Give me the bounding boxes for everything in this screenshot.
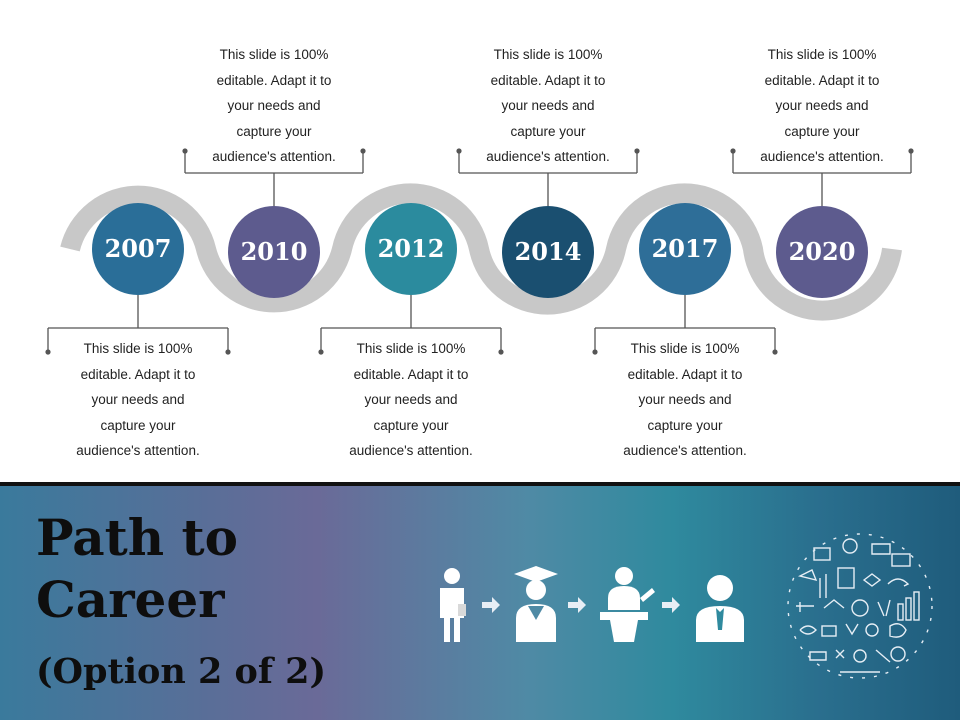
milestone-node-2007 (92, 203, 184, 295)
connector-dot (730, 148, 736, 154)
milestone-node-2020 (776, 206, 868, 298)
title-banner: Path to Career (Option 2 of 2) (0, 482, 960, 720)
note-line: audience's attention. (76, 443, 200, 458)
connector-lines (45, 148, 914, 355)
note-line: capture your (236, 123, 312, 139)
note-line: your needs and (364, 392, 458, 407)
connector-dot (908, 148, 914, 154)
note-line: capture your (510, 123, 586, 139)
milestone-node-2012 (365, 203, 457, 295)
note-line: audience's attention. (212, 149, 336, 164)
career-progression-icons (440, 566, 744, 642)
note-line: editable. Adapt it to (216, 72, 332, 88)
milestone-note-2007: This slide is 100% editable. Adapt it to y… (38, 336, 238, 464)
subtitle: (Option 2 of 2) (36, 651, 326, 692)
connector-dot (772, 349, 778, 355)
milestone-note-2012: This slide is 100% editable. Adapt it to y… (311, 336, 511, 464)
note-line: your needs and (775, 98, 869, 113)
milestone-year-2010: 2010 (241, 237, 308, 266)
connector-dot (45, 349, 51, 355)
note-line: editable. Adapt it to (80, 366, 196, 382)
connector-dot (498, 349, 504, 355)
note-line: audience's attention. (486, 149, 610, 164)
note-line: your needs and (227, 98, 321, 113)
note-line: This slide is 100% (356, 341, 466, 356)
milestone-note-2017: This slide is 100% editable. Adapt it to y… (585, 336, 785, 464)
note-line: This slide is 100% (83, 341, 193, 356)
note-line: your needs and (91, 392, 185, 407)
milestone-note-2014: This slide is 100% editable. Adapt it to y… (448, 42, 648, 170)
connector-dot (225, 349, 231, 355)
title-line-1: Path to (36, 508, 238, 567)
title-line-2: Career (36, 570, 225, 629)
milestone-nodes: 2007 2010 2012 2014 2017 2020 (92, 203, 868, 298)
milestone-year-2020: 2020 (789, 237, 856, 266)
note-line: editable. Adapt it to (627, 366, 743, 382)
milestone-node-2017 (639, 203, 731, 295)
note-line: editable. Adapt it to (764, 72, 880, 88)
note-line: capture your (647, 417, 723, 433)
connector-dot (318, 349, 324, 355)
career-timeline: 2007 2010 2012 2014 2017 2020 (45, 148, 914, 355)
milestone-year-2017: 2017 (652, 234, 719, 263)
note-line: capture your (100, 417, 176, 433)
milestone-year-2007: 2007 (105, 234, 172, 263)
connector-dot (592, 349, 598, 355)
note-line: This slide is 100% (767, 47, 877, 62)
arrow-icon (568, 597, 586, 613)
note-line: audience's attention. (760, 149, 884, 164)
milestone-year-2014: 2014 (515, 237, 582, 266)
timeline-track (60, 183, 902, 321)
education-doodle-circle-icon (787, 533, 933, 679)
graduate-icon (514, 566, 558, 642)
connector-dot (634, 148, 640, 154)
arrow-icon (482, 597, 500, 613)
speaker-at-podium-icon (600, 567, 655, 642)
note-line: audience's attention. (349, 443, 473, 458)
note-line: your needs and (638, 392, 732, 407)
professional-icon (696, 575, 744, 642)
note-line: your needs and (501, 98, 595, 113)
note-line: This slide is 100% (630, 341, 740, 356)
connector-dot (182, 148, 188, 154)
student-icon (440, 568, 466, 642)
note-line: This slide is 100% (493, 47, 603, 62)
connector-dot (360, 148, 366, 154)
note-line: audience's attention. (623, 443, 747, 458)
note-line: capture your (784, 123, 860, 139)
milestone-note-2010: This slide is 100% editable. Adapt it to y… (174, 42, 374, 170)
note-line: This slide is 100% (219, 47, 329, 62)
note-line: editable. Adapt it to (490, 72, 606, 88)
milestone-year-2012: 2012 (378, 234, 445, 263)
arrow-icon (662, 597, 680, 613)
connector-dot (456, 148, 462, 154)
milestone-node-2010 (228, 206, 320, 298)
milestone-note-2020: This slide is 100% editable. Adapt it to y… (722, 42, 922, 170)
note-line: capture your (373, 417, 449, 433)
milestone-node-2014 (502, 206, 594, 298)
note-line: editable. Adapt it to (353, 366, 469, 382)
